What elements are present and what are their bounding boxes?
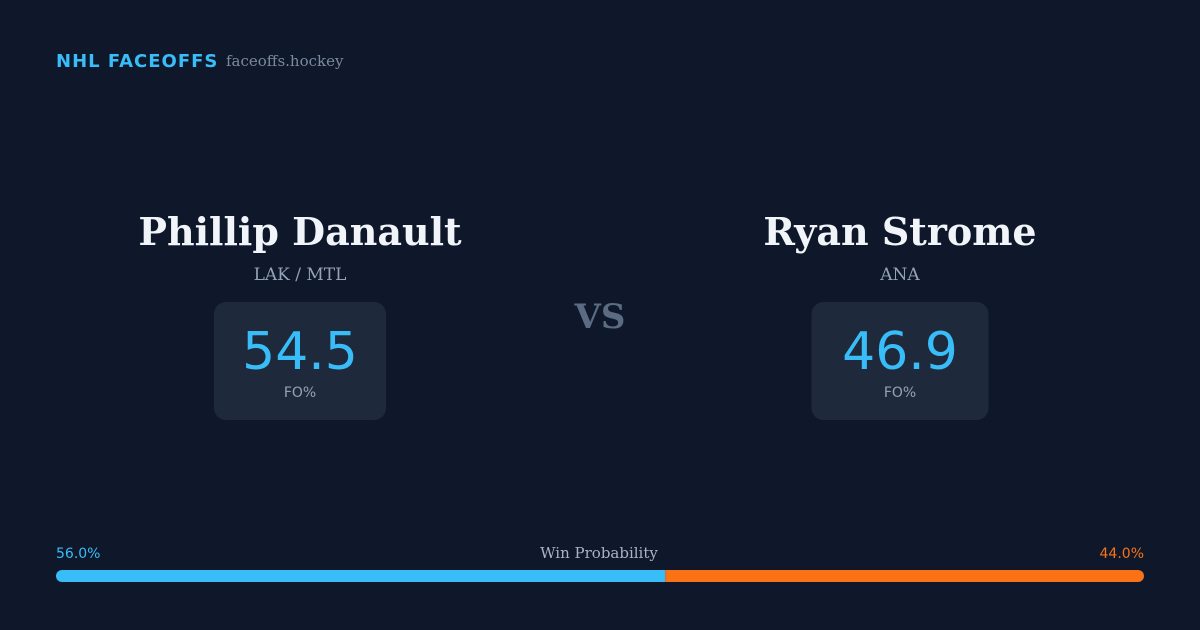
player-team: ANA xyxy=(879,265,920,285)
player-name: Phillip Danault xyxy=(138,209,462,254)
win-probability-label: Win Probability xyxy=(540,544,658,562)
win-probability-segment xyxy=(56,570,666,582)
fo-label: FO% xyxy=(284,385,316,401)
player-name: Ryan Strome xyxy=(763,209,1036,254)
stat-box xyxy=(214,302,386,420)
fo-label: FO% xyxy=(884,385,916,401)
win-probability-segment xyxy=(665,570,1144,582)
win-probability-bar xyxy=(56,570,1144,582)
player-team: LAK / MTL xyxy=(254,265,347,285)
win-probability-value: 56.0% xyxy=(56,546,100,562)
vs: VS xyxy=(574,297,626,337)
fo-pct: 54.5 xyxy=(242,322,358,382)
brand: NHL FACEOFFS xyxy=(56,51,218,72)
players: Phillip Danault LAK / MTL 54.5 FO% Ryan Stro… xyxy=(138,209,1037,420)
site: faceoffs.hockey xyxy=(226,52,344,70)
fo-pct: 46.9 xyxy=(842,322,958,382)
win-probability-value: 44.0% xyxy=(1100,546,1144,562)
stat-box xyxy=(811,302,989,420)
